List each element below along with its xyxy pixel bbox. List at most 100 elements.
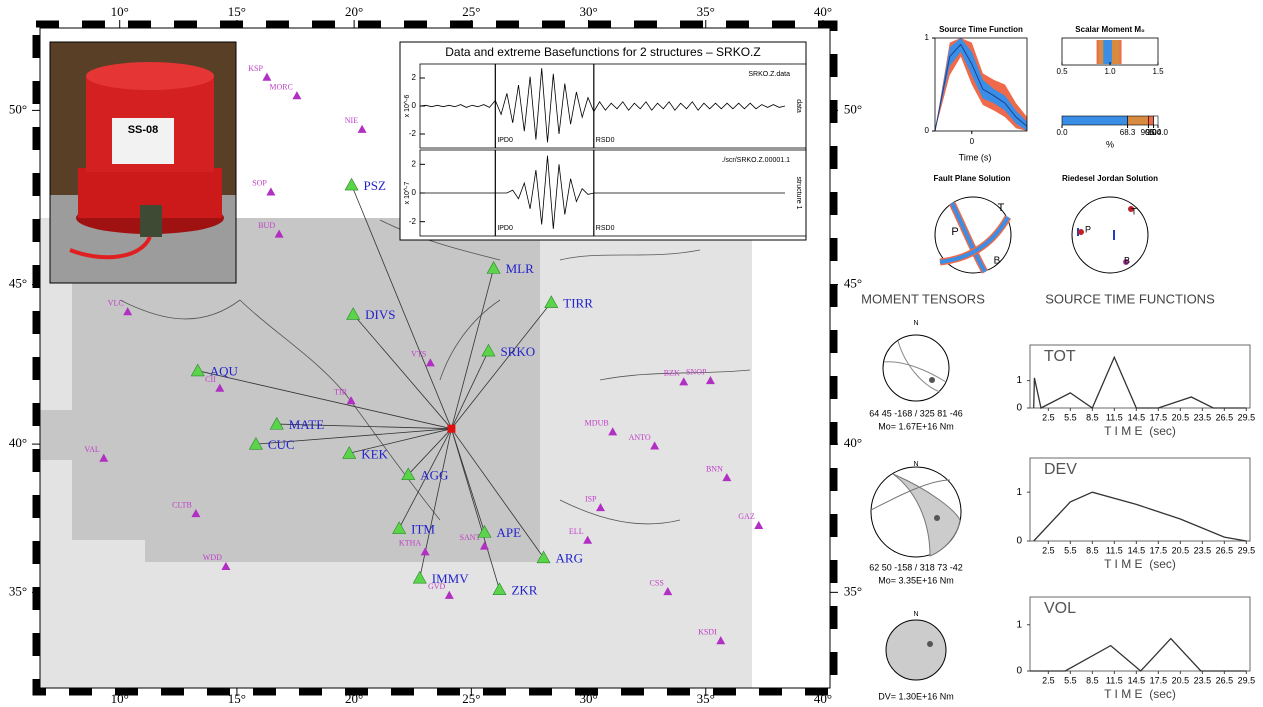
pressure-axis	[929, 377, 935, 383]
station-other-label: BNN	[706, 464, 723, 473]
colorbar-unit: %	[1106, 139, 1114, 149]
station-other-label: MDUB	[585, 419, 609, 428]
beachball	[886, 620, 946, 680]
mt-planes: 64 45 -168 / 325 81 -46	[869, 408, 963, 418]
colorbar-tick-label: 68.3	[1120, 128, 1136, 137]
station-other-label: KTHA	[399, 539, 421, 548]
station-other-label: VTS	[411, 350, 426, 359]
x-tick-label: 26.5	[1216, 675, 1234, 685]
lon-tick-label: 30°	[579, 691, 597, 706]
x-tick-label: 8.5	[1086, 412, 1099, 422]
station-used-label: IMMV	[432, 571, 469, 586]
lat-tick-label: 45°	[9, 276, 27, 291]
x-tick-label: 1.0	[1104, 67, 1116, 76]
connector	[140, 205, 162, 237]
moment-interval	[1103, 40, 1112, 64]
lon-tick-label: 10°	[111, 691, 129, 706]
trace-side-label: data	[795, 99, 802, 113]
station-used-label: DIVS	[365, 307, 395, 322]
x-tick-label: 5.5	[1064, 545, 1077, 555]
t-axis-label: T	[998, 202, 1005, 214]
y-tick-label: 1	[1016, 619, 1022, 630]
b-axis-label: B	[1124, 255, 1130, 265]
station-used-label: PSZ	[364, 178, 386, 193]
station-used-label: KEK	[361, 446, 388, 461]
phase-pick-label: IPD0	[497, 225, 513, 232]
x-tick-label: 20.5	[1172, 545, 1190, 555]
station-used-label: CUC	[268, 437, 295, 452]
lon-tick-label: 15°	[228, 691, 246, 706]
mt-moment: DV= 1.30E+16 Nm	[878, 691, 954, 701]
map-region-dark	[40, 410, 72, 460]
colorbar-tick-label: 0.0	[1056, 128, 1068, 137]
trace-side-label: structure 1	[795, 176, 802, 209]
x-tick-label: 5.5	[1064, 675, 1077, 685]
x-tick-label: 0	[970, 137, 975, 146]
station-other-label: ELL	[569, 527, 584, 536]
station-other-label: WDD	[203, 553, 222, 562]
riedesel-title: Riedesel Jordan Solution	[1062, 174, 1158, 183]
pressure-axis	[934, 515, 940, 521]
stf-title: Source Time Function	[939, 25, 1023, 34]
station-used-label: AGG	[420, 468, 448, 483]
instrument-top	[86, 62, 214, 90]
lat-tick-label: 40°	[844, 435, 862, 450]
x-tick-label: 20.5	[1172, 675, 1190, 685]
b-axis-label: B	[994, 256, 1001, 267]
phase-pick-label: RSD0	[596, 137, 615, 144]
trace-scale: x 10^-7	[404, 182, 411, 205]
x-tick-label: 17.5	[1150, 675, 1168, 685]
station-used-label: MATE	[289, 417, 324, 432]
lat-tick-label: 40°	[9, 435, 27, 450]
lat-tick-label: 35°	[9, 583, 27, 598]
y-tick-label: 2	[412, 73, 417, 82]
trace-name: SRKO.Z.data	[748, 71, 790, 78]
x-tick-label: 23.5	[1194, 675, 1212, 685]
x-tick-label: 14.5	[1128, 412, 1146, 422]
lon-tick-label: 30°	[579, 4, 597, 19]
pressure-axis	[927, 641, 933, 647]
x-tick-label: 2.5	[1042, 675, 1055, 685]
mt-moment: Mo= 1.67E+16 Nm	[878, 421, 954, 431]
stf-panel-name: TOT	[1044, 348, 1076, 365]
mt-planes: 62 50 -158 / 318 73 -42	[869, 562, 963, 572]
mt-moment: Mo= 3.35E+16 Nm	[878, 575, 954, 585]
lat-tick-label: 45°	[844, 276, 862, 291]
colorbar-segment	[1128, 116, 1149, 125]
y-tick-label: 0	[1016, 403, 1022, 414]
lon-tick-label: 35°	[697, 4, 715, 19]
x-tick-label: 20.5	[1172, 412, 1190, 422]
results: Source Time Function Scalar Moment M₀ Ti…	[861, 25, 1255, 701]
y-tick-label: 0	[1016, 666, 1022, 677]
x-tick-label: 5.5	[1064, 412, 1077, 422]
y-tick-label: 1	[1016, 487, 1022, 498]
station-other-label: SNOP	[686, 367, 707, 376]
axis-marker	[1078, 229, 1084, 235]
moment-tensors-title: MOMENT TENSORS	[861, 291, 985, 306]
lon-tick-label: 10°	[111, 4, 129, 19]
x-tick-label: 8.5	[1086, 545, 1099, 555]
y-tick-label: -2	[409, 129, 417, 138]
photo-inset: SS-08	[50, 42, 236, 283]
station-other-label: TIR	[334, 388, 348, 397]
fault-plane-title: Fault Plane Solution	[934, 174, 1011, 183]
lon-tick-label: 20°	[345, 4, 363, 19]
station-other-label: CLTB	[172, 500, 192, 509]
lon-tick-label: 35°	[697, 691, 715, 706]
waveform-inset: Data and extreme Basefunctions for 2 str…	[400, 42, 806, 240]
station-other-label: KSP	[248, 64, 263, 73]
station-other-label: GAZ	[738, 512, 755, 521]
station-other-label: KSDI	[698, 627, 717, 636]
station-other-label: MORC	[269, 83, 293, 92]
phase-pick-label: IPD0	[497, 137, 513, 144]
x-axis-label: T I M E (sec)	[1104, 687, 1176, 701]
station-used-label: ITM	[411, 521, 435, 536]
x-tick-label: 14.5	[1128, 545, 1146, 555]
t-axis-label: T	[1131, 206, 1137, 216]
station-used-label: APE	[496, 525, 521, 540]
trace-name: ./scr/SRKO.Z.00001.1	[722, 157, 791, 164]
lat-tick-label: 50°	[844, 101, 862, 116]
x-tick-label: 29.5	[1238, 412, 1256, 422]
y-tick-label: 1	[1016, 375, 1022, 386]
figure: KSPMORCNIESOPBUDVLCCIIVTSTIRBZKSNOPMDUBA…	[0, 0, 1263, 707]
